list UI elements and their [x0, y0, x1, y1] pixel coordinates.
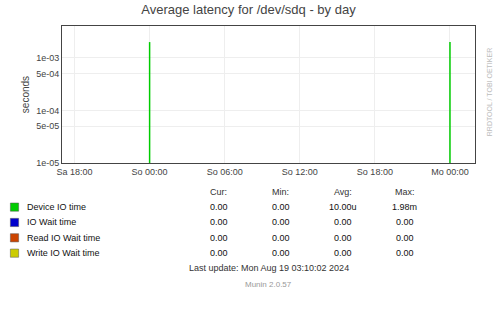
svg-text:1.98m: 1.98m	[392, 202, 417, 212]
svg-text:Device IO time: Device IO time	[27, 202, 86, 212]
svg-text:So 00:00: So 00:00	[132, 167, 168, 177]
svg-text:0.00: 0.00	[396, 233, 414, 243]
svg-text:1e-05: 1e-05	[36, 158, 59, 168]
svg-text:Sa 18:00: Sa 18:00	[57, 167, 93, 177]
svg-text:0.00: 0.00	[334, 248, 352, 258]
svg-text:0.00: 0.00	[272, 217, 290, 227]
svg-text:Write IO Wait time: Write IO Wait time	[27, 248, 100, 258]
svg-text:0.00: 0.00	[334, 233, 352, 243]
svg-text:Average latency for /dev/sdq -: Average latency for /dev/sdq - by day	[141, 2, 356, 17]
svg-text:seconds: seconds	[20, 76, 31, 113]
svg-text:So 18:00: So 18:00	[357, 167, 393, 177]
svg-text:0.00: 0.00	[272, 233, 290, 243]
svg-text:Cur:: Cur:	[210, 187, 227, 197]
svg-text:1e-04: 1e-04	[36, 106, 59, 116]
svg-text:Avg:: Avg:	[334, 187, 352, 197]
svg-text:0.00: 0.00	[396, 248, 414, 258]
svg-text:0.00: 0.00	[210, 217, 228, 227]
svg-text:0.00: 0.00	[272, 248, 290, 258]
svg-text:5e-05: 5e-05	[36, 121, 59, 131]
svg-text:0.00: 0.00	[210, 248, 228, 258]
svg-text:0.00: 0.00	[272, 202, 290, 212]
svg-text:So 06:00: So 06:00	[207, 167, 243, 177]
svg-text:Read IO Wait time: Read IO Wait time	[27, 233, 100, 243]
svg-text:5e-04: 5e-04	[36, 69, 59, 79]
svg-text:Munin 2.0.57: Munin 2.0.57	[245, 280, 292, 289]
svg-text:Min:: Min:	[272, 187, 289, 197]
svg-text:0.00: 0.00	[396, 217, 414, 227]
svg-text:Last update: Mon Aug 19 03:10:: Last update: Mon Aug 19 03:10:02 2024	[189, 263, 349, 273]
svg-text:0.00: 0.00	[210, 233, 228, 243]
svg-text:1e-03: 1e-03	[36, 53, 59, 63]
svg-text:10.00u: 10.00u	[329, 202, 357, 212]
svg-text:So 12:00: So 12:00	[282, 167, 318, 177]
svg-text:0.00: 0.00	[334, 217, 352, 227]
svg-text:0.00: 0.00	[210, 202, 228, 212]
svg-text:IO Wait time: IO Wait time	[27, 217, 76, 227]
svg-text:Mo 00:00: Mo 00:00	[431, 167, 469, 177]
svg-text:Max:: Max:	[395, 187, 415, 197]
svg-text:RRDTOOL / TOBI OETIKER: RRDTOOL / TOBI OETIKER	[486, 48, 493, 136]
